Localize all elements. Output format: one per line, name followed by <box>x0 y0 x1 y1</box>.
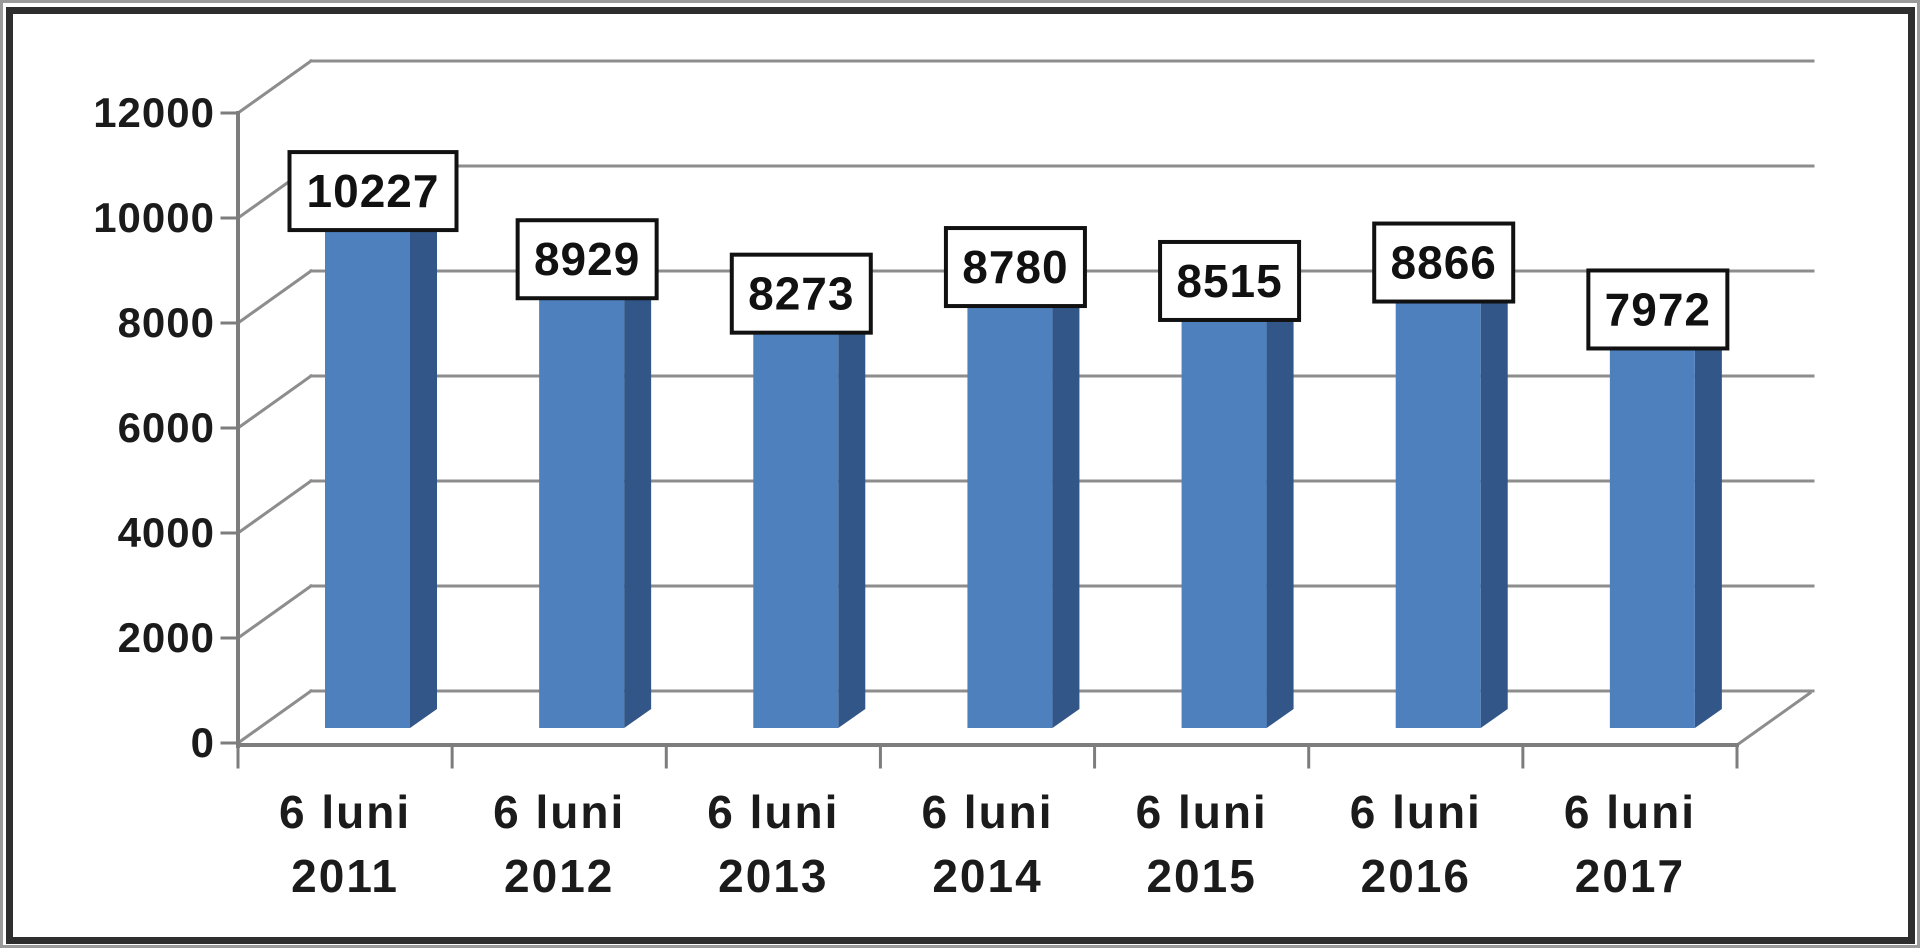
data-label: 8780 <box>962 241 1068 293</box>
data-label-box <box>1372 221 1516 304</box>
data-label-group: 8273 <box>729 252 873 335</box>
bar-side-face <box>410 187 437 728</box>
y-axis-tick-label: 2000 <box>118 614 215 661</box>
data-label-box <box>1158 239 1302 322</box>
data-label-box <box>287 150 459 233</box>
gridline-depth-4000 <box>235 478 314 536</box>
bar-side-face <box>624 255 652 729</box>
data-label: 8866 <box>1391 237 1497 289</box>
bar-group-6 luni 2013 <box>753 289 866 728</box>
bar-group-6 luni 2015 <box>1181 276 1294 728</box>
data-label-group: 8515 <box>1158 239 1302 322</box>
x-axis-category-label-line1: 6 luni <box>1136 786 1268 838</box>
y-axis-tick-label: 10000 <box>93 194 215 241</box>
data-label: 7972 <box>1605 283 1711 335</box>
bar-side-face <box>838 289 866 728</box>
data-label-group: 8929 <box>515 218 659 301</box>
y-axis-tick-label: 6000 <box>118 404 215 451</box>
x-axis-category-label-line1: 6 luni <box>707 786 839 838</box>
data-label-group: 8866 <box>1372 221 1516 304</box>
x-axis-category-label-line1: 6 luni <box>493 786 625 838</box>
bar-group-6 luni 2014 <box>967 263 1080 728</box>
gridline-depth-2000 <box>235 583 314 641</box>
gridline-depth-6000 <box>235 373 314 431</box>
x-axis-category-label-line2: 2017 <box>1575 850 1685 902</box>
gridline-depth-8000 <box>235 268 314 326</box>
data-label: 8273 <box>748 268 854 320</box>
data-label: 8929 <box>534 233 640 285</box>
x-axis-category-label-line2: 2013 <box>718 850 828 902</box>
y-axis-tick-label: 12000 <box>93 89 215 136</box>
y-axis-tick-label: 4000 <box>118 509 215 556</box>
bar <box>1395 277 1481 728</box>
y-axis-tick-label: 0 <box>191 719 215 766</box>
data-label: 10227 <box>307 165 440 217</box>
gridline-depth-0 <box>235 688 314 746</box>
gridline-depth-12000 <box>235 58 314 116</box>
x-axis-category-label-line2: 2014 <box>932 850 1042 902</box>
bar-group-6 luni 2016 <box>1395 258 1508 728</box>
data-label: 8515 <box>1176 255 1282 307</box>
x-axis-category-label-line1: 6 luni <box>1564 786 1696 838</box>
bar-side-face <box>1266 276 1294 728</box>
data-label-group: 10227 <box>287 150 459 233</box>
x-axis-category-label-line2: 2012 <box>504 850 614 902</box>
bar-side-face <box>1052 263 1080 728</box>
x-axis-category-label-line2: 2011 <box>291 850 399 902</box>
data-label-box <box>515 218 659 301</box>
y-axis-tick-label: 8000 <box>118 299 215 346</box>
x-axis-category-label-line2: 2016 <box>1361 850 1471 902</box>
x-axis-category-label-line2: 2015 <box>1146 850 1256 902</box>
data-label-box <box>943 226 1087 309</box>
x-axis-category-label-line1: 6 luni <box>1350 786 1482 838</box>
data-label-group: 7972 <box>1586 268 1730 351</box>
bar-group-6 luni 2012 <box>539 255 652 729</box>
bar <box>1609 324 1695 728</box>
bar <box>325 206 410 728</box>
data-label-group: 8780 <box>943 226 1087 309</box>
bar-side-face <box>1480 258 1508 728</box>
bar <box>967 282 1053 728</box>
bar-group-6 luni 2017 <box>1609 305 1722 728</box>
bar-group-6 luni 2011 <box>325 187 437 728</box>
bar <box>753 308 839 728</box>
x-axis-category-label-line1: 6 luni <box>279 786 411 838</box>
bar <box>539 274 625 728</box>
bar <box>1181 295 1267 728</box>
chart-frame-border <box>6 7 1915 944</box>
x-axis-category-label-line1: 6 luni <box>921 786 1053 838</box>
bar-side-face <box>1694 305 1722 728</box>
floor-right-edge <box>1734 690 1813 748</box>
data-label-box <box>1586 268 1730 351</box>
data-label-box <box>729 252 873 335</box>
